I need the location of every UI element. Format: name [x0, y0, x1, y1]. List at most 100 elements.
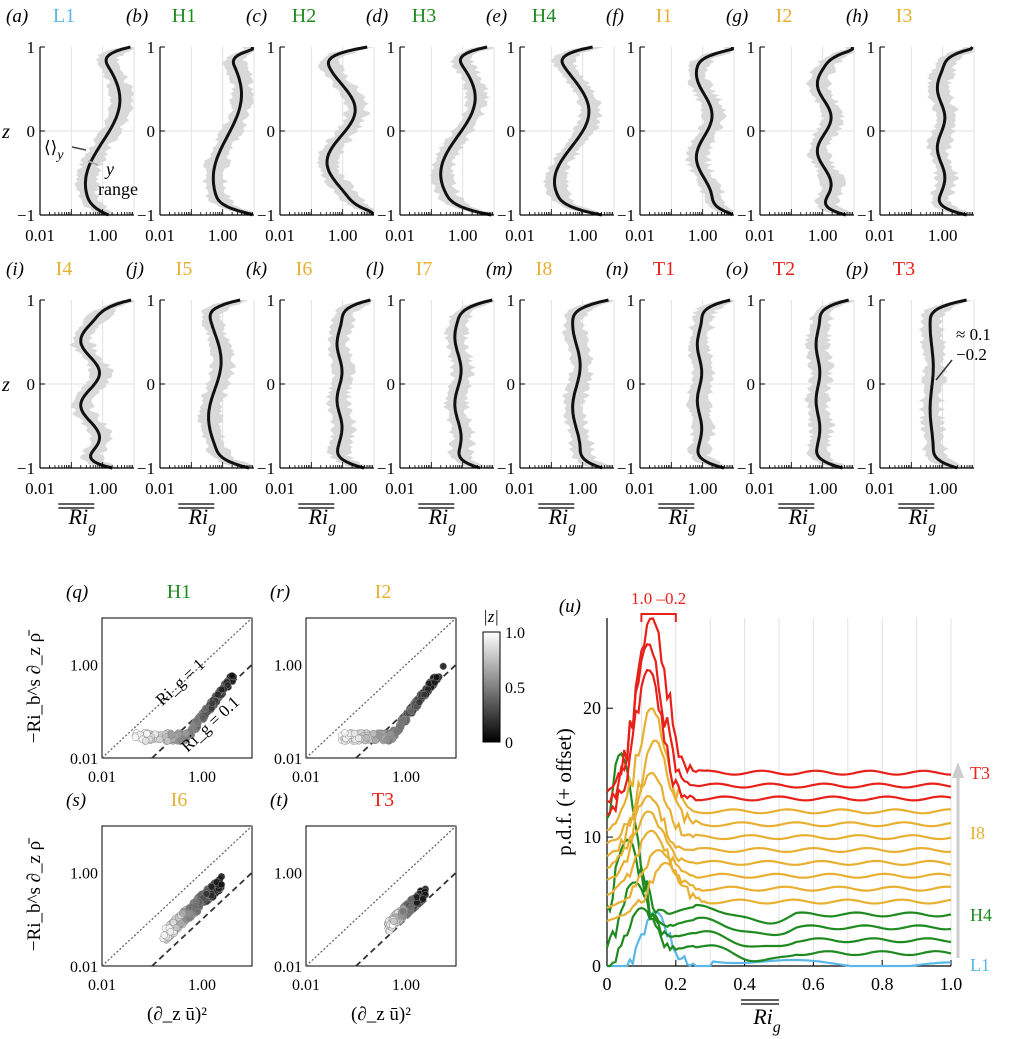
- scatter-panel-T3: 0.01 1.00 0.01 1.00 (t) T3 (∂_z ū)²: [270, 789, 457, 1025]
- y-tick-label: −1: [257, 206, 275, 225]
- x-tick-label: 1.00: [328, 479, 358, 498]
- y-tick-label: −1: [737, 459, 755, 478]
- series-label: H4: [970, 905, 992, 925]
- x-axis-label-sub: g: [208, 519, 216, 536]
- scatter-point: [399, 715, 407, 724]
- x-tick-label: 1.00: [808, 226, 838, 245]
- profile-mean-line: [211, 47, 254, 217]
- scatter-point: [172, 924, 181, 932]
- scatter-point: [432, 673, 441, 681]
- mean-arrow: [71, 146, 87, 151]
- profile-panel-T3: 0.01 1.00 −1 0 1 (p) T3 Rig: [846, 258, 975, 536]
- panel-tag: (c): [246, 6, 267, 27]
- pdf-series-line: [606, 617, 952, 793]
- panel-name: I8: [536, 258, 553, 280]
- y-tick-label: 0.01: [70, 959, 98, 976]
- panel-name: I2: [776, 5, 793, 27]
- x-axis-label: Rig: [752, 1004, 781, 1036]
- x-tick-label: 1.00: [448, 226, 478, 245]
- scatter-point: [169, 918, 178, 927]
- x-tick-label: 1.00: [208, 479, 238, 498]
- panel-name: L1: [53, 5, 75, 27]
- x-tick-label: 0.01: [265, 226, 295, 245]
- scatter-point: [228, 672, 236, 680]
- profile-panel-L1: 0.01 1.00 −1 0 1 (a) L1 z: [1, 5, 135, 245]
- y-tick-label: 1.00: [70, 866, 98, 883]
- x-tick-label: 1.00: [688, 479, 718, 498]
- scatter-point: [192, 902, 200, 910]
- x-tick-label: 1.0: [940, 974, 963, 994]
- panel-tag: (i): [6, 259, 24, 280]
- scatter-point: [142, 737, 150, 745]
- pdf-series-line: [606, 861, 952, 922]
- arrow-head: [952, 762, 964, 778]
- panel-tag: (r): [270, 582, 290, 603]
- y-tick-label: 0: [387, 375, 396, 394]
- x-tick-label: 0.01: [88, 977, 116, 994]
- pdf-series-line: [606, 771, 952, 858]
- profile-mean-line: [935, 46, 974, 217]
- scatter-frame: [101, 825, 253, 967]
- y-tick-label: −1: [137, 459, 155, 478]
- y-axis-label: p.d.f. (+ offset): [552, 728, 576, 856]
- pdf-series-line: [605, 881, 952, 949]
- annotation-p: ≈ 0.1−0.2: [935, 325, 991, 381]
- x-tick-label: 1.00: [808, 479, 838, 498]
- y-tick-label: −1: [617, 459, 635, 478]
- y-tick-label: −1: [17, 459, 35, 478]
- reference-line-1: [305, 825, 457, 967]
- scatter-point: [407, 707, 415, 715]
- z-axis-label: z: [1, 121, 10, 143]
- panel-tag: (t): [270, 790, 288, 811]
- scatter-point: [390, 917, 398, 926]
- scatter-point: [166, 928, 175, 936]
- range-annotation: y: [104, 159, 114, 179]
- scatter-point: [369, 729, 377, 738]
- y-tick-label: 20: [583, 698, 601, 718]
- panel-tag: (p): [846, 259, 868, 280]
- panel-tag: (d): [366, 6, 388, 27]
- profile-panel-H2: 0.01 1.00 −1 0 1(c) H2: [246, 5, 375, 245]
- y-axis-label: −Ri_b^s ∂_z ρ̄: [24, 630, 45, 743]
- scatter-point: [202, 890, 211, 898]
- y-tick-label: −1: [377, 206, 395, 225]
- profile-mean-line: [814, 298, 850, 470]
- panel-name: I7: [416, 258, 433, 280]
- scatter-point: [354, 734, 363, 742]
- scatter-point: [192, 716, 201, 724]
- panel-name: T3: [372, 789, 394, 811]
- range-arrow: [87, 160, 99, 166]
- x-tick-label: 0.01: [505, 226, 535, 245]
- y-tick-label: 1: [147, 291, 156, 310]
- pdf-series-line: [606, 838, 952, 937]
- y-tick-label: −1: [257, 459, 275, 478]
- mean-annotation: ⟨⟩y: [44, 138, 64, 163]
- reference-line-1-label: Ri_g = 1: [152, 655, 209, 710]
- profile-mean-line: [79, 298, 132, 470]
- bracket-label: 1.0 –0.2: [631, 589, 686, 608]
- x-tick-label: 1.00: [392, 977, 420, 994]
- offset-arrow: T3 I8 H4 L1: [952, 762, 992, 975]
- panel-name: I5: [176, 258, 193, 280]
- y-tick-label: −1: [137, 206, 155, 225]
- scatter-point: [177, 919, 185, 927]
- scatter-point: [207, 883, 216, 891]
- x-axis-label: Rig: [788, 504, 817, 536]
- x-tick-label: 1.00: [88, 226, 118, 245]
- profile-mean-line: [553, 45, 603, 217]
- y-tick-label: 1: [747, 38, 756, 57]
- y-tick-label: 0: [507, 122, 516, 141]
- panel-tag: (h): [846, 6, 868, 27]
- scatter-panel-I2: 0.01 1.00 0.01 1.00 (r) I2: [270, 581, 457, 786]
- x-tick-label: 1.00: [688, 226, 718, 245]
- colorbar-tick: 0.5: [505, 680, 525, 697]
- scatter-point: [415, 698, 423, 706]
- panel-name: H4: [532, 5, 556, 27]
- x-tick-label: 1.00: [188, 977, 216, 994]
- scatter-point: [217, 685, 226, 694]
- colorbar-bar: [482, 631, 501, 743]
- panel-tag: (u): [559, 596, 581, 617]
- scatter-point: [217, 880, 226, 889]
- x-axis-label: Rig: [188, 504, 217, 536]
